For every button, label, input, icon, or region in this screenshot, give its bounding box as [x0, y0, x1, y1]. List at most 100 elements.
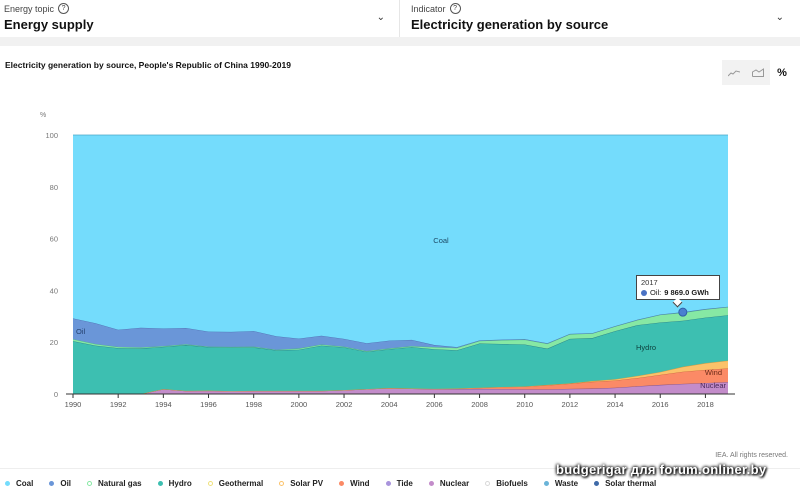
- area-chart-icon: [752, 68, 764, 77]
- energy-topic-selector[interactable]: Energy topic ? Energy supply ⌄: [0, 0, 399, 37]
- y-axis-label: %: [40, 112, 46, 119]
- oil-dot-icon: [641, 289, 647, 296]
- chart-title: Electricity generation by source, People…: [5, 60, 291, 70]
- x-tick-label: 1996: [200, 400, 217, 409]
- legend-dot-icon: [428, 481, 434, 486]
- legend-dot-icon: [87, 481, 93, 486]
- chevron-down-icon[interactable]: ⌄: [376, 12, 385, 23]
- credit-text: IEA. All rights reserved.: [715, 452, 788, 459]
- tooltip-series: Oil:: [650, 288, 662, 297]
- series-label: Hydro: [636, 343, 656, 352]
- y-tick-label: 20: [50, 338, 58, 347]
- legend-item-natural-gas[interactable]: Natural gas: [87, 479, 142, 488]
- x-tick-label: 2014: [607, 400, 624, 409]
- x-tick-label: 2018: [697, 400, 714, 409]
- legend-item-solar-thermal[interactable]: Solar thermal: [594, 479, 656, 488]
- legend-dot-icon: [543, 481, 549, 486]
- series-label: Nuclear: [700, 381, 726, 390]
- legend-label: Oil: [60, 479, 72, 488]
- x-tick-label: 1992: [110, 400, 127, 409]
- legend-item-biofuels[interactable]: Biofuels: [485, 479, 528, 488]
- chevron-down-icon[interactable]: ⌄: [775, 12, 784, 23]
- y-tick-label: 0: [54, 390, 58, 399]
- x-tick-label: 2010: [516, 400, 533, 409]
- legend-label: Wind: [350, 479, 370, 488]
- x-tick-label: 1998: [245, 400, 262, 409]
- legend-label: Tide: [396, 479, 413, 488]
- area-nuclear[interactable]: [73, 382, 728, 394]
- legend-dot-icon: [157, 481, 163, 486]
- indicator-selector[interactable]: Indicator ? Electricity generation by so…: [399, 0, 798, 37]
- chart-plot: % 0 20 40 60 80 100 1990 1992 1994 1996 1998 2000 20…: [40, 112, 735, 409]
- y-tick-label: 60: [50, 235, 58, 244]
- legend-item-tide[interactable]: Tide: [385, 479, 413, 488]
- legend-item-oil[interactable]: Oil: [49, 479, 71, 488]
- percent-button[interactable]: %: [770, 60, 794, 85]
- legend-dot-icon: [339, 481, 345, 486]
- legend-label: Biofuels: [496, 479, 528, 488]
- series-label: Wind: [705, 368, 722, 377]
- tooltip-line: Oil: 9 869.0 GWh: [641, 288, 715, 297]
- y-tick-label: 100: [45, 131, 58, 140]
- area-wind[interactable]: [73, 368, 728, 394]
- area-hydro[interactable]: [73, 315, 728, 394]
- help-icon[interactable]: ?: [449, 3, 461, 14]
- top-bar: Energy topic ? Energy supply ⌄ Indicator…: [0, 0, 800, 37]
- line-chart-icon: [728, 69, 740, 76]
- legend-item-solar-pv[interactable]: Solar PV: [279, 479, 323, 488]
- x-tick-label: 2002: [336, 400, 353, 409]
- y-tick-label: 40: [50, 286, 58, 295]
- legend-label: Solar PV: [290, 479, 324, 488]
- x-tick-label: 2008: [471, 400, 488, 409]
- legend-label: Solar thermal: [605, 479, 657, 488]
- help-icon[interactable]: ?: [58, 3, 70, 14]
- energy-topic-label: Energy topic ?: [4, 3, 395, 14]
- x-tick-label: 2000: [291, 400, 308, 409]
- legend-dot-icon: [594, 481, 600, 486]
- x-tick-label: 2006: [426, 400, 443, 409]
- legend-item-hydro[interactable]: Hydro: [157, 479, 192, 488]
- legend-label: Geothermal: [218, 479, 264, 488]
- tooltip-value: 9 869.0 GWh: [664, 288, 709, 297]
- energy-topic-label-text: Energy topic: [4, 3, 55, 14]
- legend-item-nuclear[interactable]: Nuclear: [428, 479, 470, 488]
- x-tick-label: 2004: [381, 400, 398, 409]
- x-tick-label: 2016: [652, 400, 669, 409]
- legend-item-waste[interactable]: Waste: [543, 479, 578, 488]
- legend-label: Nuclear: [439, 479, 470, 488]
- tooltip-year: 2017: [641, 278, 658, 287]
- legend-item-wind[interactable]: Wind: [339, 479, 370, 488]
- x-tick-label: 2012: [562, 400, 579, 409]
- indicator-label: Indicator ?: [411, 3, 794, 14]
- x-tick-label: 1990: [65, 400, 82, 409]
- watermark: budgerigar для forum.onliner.by: [556, 462, 767, 477]
- legend: Coal Oil Natural gas Hydro Geothermal Solar P…: [5, 479, 672, 488]
- legend-dot-icon: [207, 481, 213, 486]
- legend-label: Hydro: [168, 479, 192, 488]
- chart-type-toggle: %: [722, 60, 794, 85]
- legend-dot-icon: [485, 481, 491, 486]
- series-label: Oil: [76, 327, 86, 336]
- legend-dot-icon: [5, 481, 10, 486]
- divider-band: [0, 37, 800, 46]
- y-tick-label: 80: [50, 183, 58, 192]
- x-tick-label: 1994: [155, 400, 172, 409]
- line-chart-button[interactable]: [722, 60, 746, 85]
- legend-divider: [0, 468, 800, 469]
- legend-item-coal[interactable]: Coal: [5, 479, 33, 488]
- indicator-label-text: Indicator: [411, 3, 446, 14]
- legend-dot-icon: [49, 481, 55, 486]
- series-label: Coal: [433, 236, 449, 245]
- legend-dot-icon: [385, 481, 391, 486]
- area-natural-gas[interactable]: [73, 306, 728, 352]
- legend-item-geothermal[interactable]: Geothermal: [207, 479, 264, 488]
- area-oil[interactable]: [73, 306, 728, 352]
- legend-dot-icon: [279, 481, 285, 486]
- area-chart-button[interactable]: [746, 60, 770, 85]
- tooltip: 2017 Oil: 9 869.0 GWh: [636, 275, 720, 300]
- tooltip-marker[interactable]: [678, 307, 688, 317]
- indicator-value: Electricity generation by source: [411, 17, 609, 32]
- energy-topic-value: Energy supply: [4, 17, 94, 32]
- area-coal[interactable]: [73, 135, 728, 348]
- legend-label: Natural gas: [98, 479, 142, 488]
